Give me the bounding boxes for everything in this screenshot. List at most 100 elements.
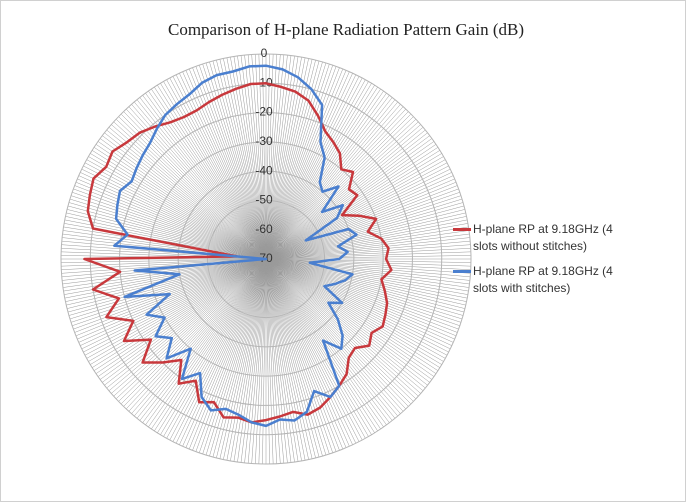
spoke: [100, 258, 267, 380]
spoke: [265, 258, 465, 313]
spoke: [78, 258, 267, 343]
spoke: [73, 188, 267, 260]
spoke: [160, 83, 267, 260]
spoke: [265, 258, 323, 457]
spoke: [83, 165, 267, 260]
spoke: [265, 138, 432, 260]
spoke: [265, 258, 357, 444]
spoke: [265, 81, 369, 260]
spoke: [166, 258, 267, 439]
spoke: [265, 111, 409, 260]
spoke: [265, 258, 432, 380]
spoke: [265, 258, 471, 270]
spoke: [265, 175, 454, 260]
spoke: [265, 223, 468, 260]
spoke: [68, 202, 267, 260]
spoke: [265, 258, 396, 419]
spoke: [157, 258, 267, 433]
spoke: [66, 212, 267, 260]
spoke: [90, 153, 267, 260]
spoke: [68, 258, 267, 316]
spoke: [77, 258, 267, 340]
spoke: [237, 258, 267, 463]
spoke: [265, 195, 462, 260]
spoke: [120, 258, 267, 405]
spoke: [265, 258, 465, 309]
spoke: [265, 258, 471, 274]
spoke: [265, 244, 471, 260]
spoke: [169, 258, 267, 441]
spoke: [90, 258, 267, 365]
spoke: [265, 198, 463, 260]
spoke: [84, 162, 267, 260]
spoke: [209, 258, 267, 457]
spoke: [265, 65, 333, 260]
spoke: [163, 81, 267, 260]
spoke: [265, 59, 313, 260]
spoke: [265, 258, 316, 458]
spoke: [81, 258, 267, 350]
spoke: [265, 219, 468, 260]
spoke: [265, 258, 452, 346]
spoke: [265, 54, 270, 260]
spoke: [265, 216, 467, 260]
spoke: [265, 258, 292, 463]
spoke: [265, 79, 366, 260]
spoke: [265, 258, 428, 386]
spoke: [265, 226, 469, 260]
spoke: [265, 77, 363, 260]
spoke: [66, 258, 267, 306]
spoke: [128, 106, 267, 260]
legend-swatch: [453, 228, 471, 231]
spoke: [265, 258, 426, 389]
spoke: [134, 258, 267, 417]
spoke: [67, 205, 267, 260]
spoke: [244, 258, 267, 463]
spoke: [233, 258, 267, 462]
spoke: [111, 258, 267, 394]
spoke: [265, 108, 406, 260]
r-tick-label: -20: [255, 105, 273, 119]
spoke: [192, 258, 267, 451]
spoke: [265, 258, 360, 442]
spoke: [247, 258, 267, 464]
spoke: [240, 55, 267, 260]
spoke: [139, 258, 267, 421]
spoke: [212, 258, 267, 458]
spoke: [255, 54, 267, 260]
grid-ring: [177, 170, 355, 348]
spoke: [61, 251, 267, 260]
spoke: [265, 258, 390, 423]
spoke: [265, 258, 451, 350]
spoke: [74, 185, 267, 260]
spoke: [265, 258, 406, 410]
r-tick-label: 0: [261, 46, 268, 60]
spoke: [262, 54, 267, 260]
spoke: [265, 68, 344, 260]
spoke: [113, 258, 267, 397]
spoke: [265, 95, 390, 260]
spoke: [265, 258, 471, 263]
spoke: [265, 233, 470, 260]
spoke: [265, 67, 340, 260]
spoke: [219, 258, 267, 459]
spoke: [265, 188, 459, 260]
spoke: [255, 258, 267, 464]
spoke: [265, 258, 442, 365]
spoke: [265, 162, 448, 260]
spoke: [195, 66, 267, 260]
spoke: [265, 71, 350, 260]
spoke: [265, 88, 381, 260]
spoke: [265, 258, 430, 383]
spoke: [230, 258, 267, 461]
spoke: [265, 156, 444, 260]
spoke: [265, 150, 440, 260]
spoke: [265, 258, 435, 377]
spoke: [265, 258, 439, 371]
spoke: [108, 127, 267, 260]
spoke: [265, 258, 327, 456]
spoke: [179, 258, 267, 445]
spoke: [131, 258, 267, 414]
spoke: [92, 258, 267, 368]
